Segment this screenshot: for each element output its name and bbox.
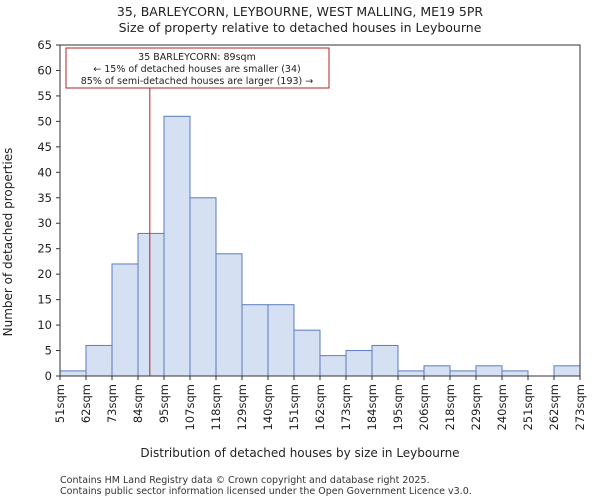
y-axis-ticks: 0 5 10 15 20 25 30 35 40 45 50 55 60 65 (37, 38, 60, 383)
bar-229sqm (475, 365, 503, 377)
bar-262sqm (553, 365, 581, 377)
x-axis-ticks: 51sqm 62sqm 73sqm 84sqm 95sqm 107sqm 118sqm 129… (53, 376, 587, 430)
chart-subtitle: Size of property relative to detached ho… (119, 20, 482, 35)
x-tick-label: 95sqm (157, 384, 171, 423)
x-tick-label: 184sqm (365, 384, 379, 430)
bar-162sqm (319, 355, 347, 377)
y-axis-label: Number of detached properties (1, 148, 15, 337)
annotation-box: 35 BARLEYCORN: 89sqm ← 15% of detached h… (65, 47, 330, 89)
footer-line-1: Contains HM Land Registry data © Crown c… (60, 475, 430, 486)
annotation-line-1: 35 BARLEYCORN: 89sqm (138, 52, 256, 63)
bar-62sqm (85, 344, 113, 377)
y-tick-label: 30 (37, 216, 52, 230)
y-tick-label: 45 (37, 140, 52, 154)
x-tick-label: 140sqm (261, 384, 275, 430)
footer-line-2: Contains public sector information licen… (60, 486, 472, 497)
y-tick-label: 65 (37, 38, 52, 52)
x-tick-label: 262sqm (547, 384, 561, 430)
bar-107sqm (189, 197, 217, 377)
x-tick-label: 162sqm (313, 384, 327, 430)
plot-frame (59, 44, 581, 377)
x-tick-label: 206sqm (417, 384, 431, 430)
x-tick-label: 273sqm (573, 384, 587, 430)
x-tick-label: 118sqm (209, 384, 223, 430)
x-tick-label: 218sqm (443, 384, 457, 430)
bar-51sqm (59, 370, 87, 377)
bar-184sqm (371, 344, 399, 377)
x-tick-label: 107sqm (183, 384, 197, 430)
x-tick-label: 229sqm (469, 384, 483, 430)
chart-title: 35, BARLEYCORN, LEYBOURNE, WEST MALLING,… (117, 4, 484, 19)
y-tick-label: 25 (37, 242, 52, 256)
bar-129sqm (241, 304, 269, 377)
x-axis-label: Distribution of detached houses by size … (140, 446, 459, 460)
bar-195sqm (397, 370, 425, 377)
x-tick-label: 240sqm (495, 384, 509, 430)
x-tick-label: 73sqm (105, 384, 119, 423)
bar-240sqm (501, 370, 529, 377)
y-tick-label: 10 (37, 318, 52, 332)
annotation-line-2: ← 15% of detached houses are smaller (34… (93, 64, 300, 75)
y-tick-label: 40 (37, 165, 52, 179)
y-tick-label: 20 (37, 267, 52, 281)
x-tick-label: 195sqm (391, 384, 405, 430)
bar-151sqm (293, 329, 321, 377)
y-tick-label: 0 (45, 369, 52, 383)
bar-218sqm (449, 370, 477, 377)
x-tick-label: 51sqm (53, 384, 67, 423)
y-tick-label: 50 (37, 114, 52, 128)
bar-84sqm (137, 232, 165, 377)
bar-73sqm (111, 263, 139, 377)
x-tick-label: 173sqm (339, 384, 353, 430)
bar-173sqm (345, 350, 373, 377)
y-tick-label: 15 (37, 293, 52, 307)
y-tick-label: 55 (37, 89, 52, 103)
bars-group (59, 115, 581, 377)
y-tick-label: 5 (45, 344, 52, 358)
x-tick-label: 251sqm (521, 384, 535, 430)
x-tick-label: 84sqm (131, 384, 145, 423)
bar-140sqm (267, 304, 295, 377)
annotation-frame (65, 47, 330, 89)
x-tick-label: 151sqm (287, 384, 301, 430)
y-tick-label: 35 (37, 191, 52, 205)
x-tick-label: 62sqm (79, 384, 93, 423)
y-tick-label: 60 (37, 63, 52, 77)
bar-95sqm (163, 115, 191, 377)
x-tick-label: 129sqm (235, 384, 249, 430)
annotation-line-3: 85% of semi-detached houses are larger (… (81, 76, 314, 87)
bar-118sqm (215, 253, 243, 377)
bar-206sqm (423, 365, 451, 377)
